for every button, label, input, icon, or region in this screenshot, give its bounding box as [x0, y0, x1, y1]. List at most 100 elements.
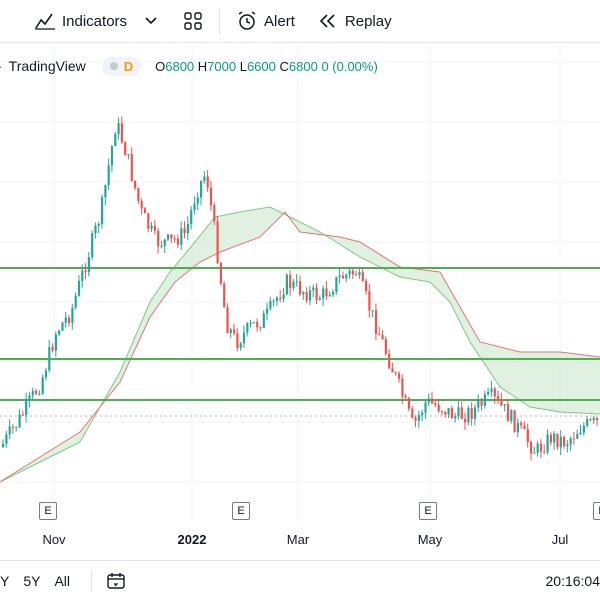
candle-body — [576, 434, 578, 438]
candle-body — [550, 435, 552, 443]
candle-body — [329, 295, 331, 296]
candle-body — [170, 234, 172, 238]
candle-body — [583, 426, 585, 433]
candle-body — [299, 281, 301, 294]
alert-label: Alert — [264, 13, 295, 30]
candle-body — [523, 425, 525, 429]
candle-body — [457, 408, 459, 417]
candle-body — [385, 339, 387, 354]
range-1y-button[interactable]: Y — [0, 573, 16, 589]
indicators-icon — [34, 12, 56, 30]
candle-body — [213, 205, 215, 221]
chart-legend: · TradingView D O6800 H7000 L6600 C6800 … — [0, 52, 378, 80]
candle-body — [471, 408, 473, 419]
layouts-button[interactable] — [173, 0, 219, 42]
event-marker-3[interactable]: E — [419, 502, 437, 520]
candle-body — [461, 408, 463, 419]
candle-body — [497, 396, 499, 399]
candle-body — [58, 331, 60, 335]
candle-body — [540, 444, 542, 452]
candle-body — [339, 276, 341, 277]
event-marker-4[interactable]: E — [593, 502, 600, 520]
candle-body — [32, 391, 34, 396]
candle-body — [108, 166, 110, 186]
market-status-dot — [110, 62, 118, 70]
event-marker-2[interactable]: E — [232, 502, 250, 520]
candle-body — [217, 221, 219, 262]
candle-body — [428, 398, 430, 402]
alert-button[interactable]: Alert — [220, 0, 303, 42]
candle-body — [424, 403, 426, 413]
ichimoku-span-b — [0, 212, 600, 482]
candle-body — [121, 123, 123, 142]
candle-body — [296, 281, 298, 282]
candle-body — [203, 176, 205, 181]
candle-body — [517, 423, 519, 432]
candle-body — [556, 434, 558, 448]
date-range-icon[interactable] — [106, 572, 126, 590]
range-all-button[interactable]: All — [47, 573, 77, 589]
candle-body — [48, 347, 50, 370]
candle-body — [256, 322, 258, 327]
candle-body — [507, 404, 509, 421]
candle-body — [306, 292, 308, 300]
candle-body — [101, 197, 103, 224]
candle-body — [22, 414, 24, 415]
candle-body — [98, 224, 100, 226]
candle-body — [355, 274, 357, 275]
candle-body — [454, 416, 456, 418]
legend-dot-separator: · — [0, 58, 3, 74]
candle-body — [352, 271, 354, 275]
candle-body — [25, 400, 27, 415]
candle-body — [349, 271, 351, 275]
candle-body — [45, 371, 47, 378]
event-marker-1[interactable]: E — [39, 502, 57, 520]
replay-label: Replay — [345, 13, 392, 30]
candle-body — [448, 408, 450, 414]
candle-body — [441, 411, 443, 412]
candle-body — [240, 343, 242, 348]
candle-body — [207, 176, 209, 187]
candle-body — [292, 282, 294, 288]
candle-body — [434, 403, 436, 405]
candle-body — [566, 444, 568, 446]
candle-body — [378, 334, 380, 335]
candle-body — [342, 276, 344, 279]
clock-time[interactable]: 20:16:04 — [546, 573, 600, 589]
candle-body — [236, 333, 238, 348]
candle-body — [494, 388, 496, 396]
candle-body — [111, 146, 113, 166]
candle-body — [61, 323, 63, 331]
price-chart[interactable] — [0, 42, 600, 522]
candle-body — [243, 333, 245, 344]
candle-body — [490, 388, 492, 391]
change-value: 0 (0.00%) — [321, 59, 377, 74]
candle-body — [510, 410, 512, 421]
candle-body — [335, 277, 337, 292]
candle-body — [365, 281, 367, 291]
interval-badge[interactable]: D — [102, 57, 141, 76]
candle-body — [589, 419, 591, 420]
candle-body — [527, 429, 529, 442]
symbol-name[interactable]: TradingView — [9, 58, 86, 74]
candle-body — [147, 213, 149, 228]
candle-body — [230, 329, 232, 333]
time-axis[interactable]: Nov 2022 Mar May Jul — [0, 530, 600, 554]
candle-body — [481, 401, 483, 406]
range-5y-button[interactable]: 5Y — [16, 573, 47, 589]
candle-body — [573, 439, 575, 440]
candle-body — [415, 418, 417, 421]
ichimoku-span-a — [0, 207, 600, 482]
indicators-button[interactable]: Indicators — [0, 0, 135, 42]
candle-body — [514, 410, 516, 432]
candle-body — [408, 398, 410, 409]
candle-body — [547, 435, 549, 453]
candle-body — [160, 246, 162, 247]
candle-body — [71, 308, 73, 323]
indicators-dropdown[interactable] — [135, 0, 173, 42]
candle-body — [332, 292, 334, 295]
chevron-down-icon — [145, 17, 157, 25]
candle-body — [395, 372, 397, 373]
replay-button[interactable]: Replay — [303, 0, 400, 42]
candle-body — [431, 398, 433, 403]
